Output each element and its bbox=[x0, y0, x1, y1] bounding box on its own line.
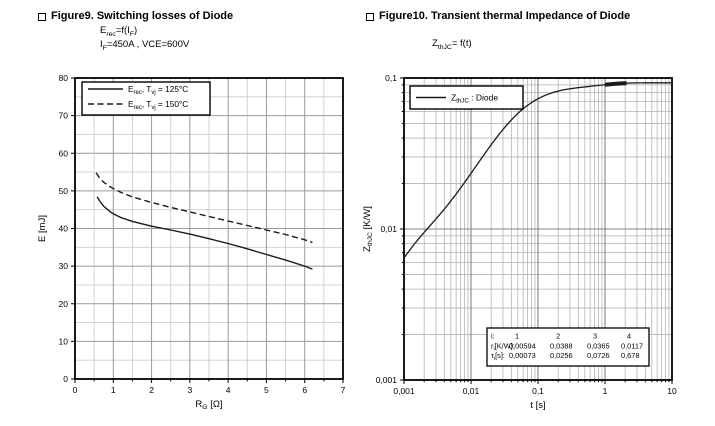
svg-text:3: 3 bbox=[187, 385, 192, 395]
svg-text:4: 4 bbox=[627, 332, 631, 341]
svg-text:0,00594: 0,00594 bbox=[509, 342, 536, 351]
svg-text:0,0117: 0,0117 bbox=[621, 342, 643, 351]
svg-text:i:: i: bbox=[491, 332, 495, 341]
foster-parameter-table: i: 1 2 3 4 ri[K/W]:0,00594 0,0388 0,0365 0,0117 τ… bbox=[486, 327, 650, 367]
svg-text:0,01: 0,01 bbox=[380, 224, 397, 234]
svg-text:0,001: 0,001 bbox=[393, 386, 415, 396]
svg-text:0: 0 bbox=[73, 385, 78, 395]
series-line-0 bbox=[96, 196, 313, 270]
svg-text:0,01: 0,01 bbox=[463, 386, 480, 396]
zth-curve-bold-segment bbox=[604, 81, 627, 87]
svg-text:1: 1 bbox=[111, 385, 116, 395]
svg-text:3: 3 bbox=[593, 332, 597, 341]
y-axis-label: ZthJC [K/W] bbox=[362, 206, 374, 252]
figure10-title-row: Figure10. Transient thermal Impedance of… bbox=[366, 10, 630, 23]
svg-text:τi[s]:: τi[s]: bbox=[491, 351, 505, 362]
svg-text:50: 50 bbox=[59, 186, 69, 196]
svg-text:0: 0 bbox=[63, 374, 68, 384]
svg-text:0,0256: 0,0256 bbox=[550, 351, 573, 360]
square-bullet-icon bbox=[38, 13, 46, 21]
figure10-thermal-impedance-chart: 0,001 0,01 0,1 1 10 0,1 0,01 0,001 t [s] ZthJC [K… bbox=[362, 73, 677, 411]
x-axis-label: t [s] bbox=[530, 400, 545, 411]
y-axis-label: E [mJ] bbox=[37, 215, 48, 242]
svg-text:0,0365: 0,0365 bbox=[587, 342, 610, 351]
figure9-title-row: Figure9. Switching losses of Diode bbox=[38, 10, 233, 23]
svg-text:6: 6 bbox=[302, 385, 307, 395]
svg-text:ri[K/W]:: ri[K/W]: bbox=[491, 342, 515, 353]
svg-text:80: 80 bbox=[59, 73, 69, 83]
tick-labels: 0,001 0,01 0,1 1 10 0,1 0,01 0,001 bbox=[376, 73, 677, 396]
svg-text:0,00073: 0,00073 bbox=[509, 351, 536, 360]
svg-text:1: 1 bbox=[515, 332, 519, 341]
svg-text:60: 60 bbox=[59, 148, 69, 158]
legend: ZthJC : Diode bbox=[409, 85, 524, 110]
svg-text:20: 20 bbox=[59, 299, 69, 309]
legend-entry-1: Erec, Tvj = 150°C bbox=[128, 99, 188, 111]
svg-text:0,1: 0,1 bbox=[385, 73, 397, 83]
svg-text:40: 40 bbox=[59, 224, 69, 234]
svg-text:7: 7 bbox=[341, 385, 346, 395]
figure9-title: Figure9. Switching losses of Diode bbox=[51, 10, 234, 22]
svg-text:0,0388: 0,0388 bbox=[550, 342, 573, 351]
legend-entry-0: Erec, Tvj = 125°C bbox=[128, 84, 188, 96]
grid bbox=[75, 78, 343, 379]
svg-text:10: 10 bbox=[59, 336, 69, 346]
legend-entry-0: ZthJC : Diode bbox=[451, 93, 498, 105]
figure9-subtitle-2: IF=450A , VCE=600V bbox=[100, 39, 190, 52]
svg-text:70: 70 bbox=[59, 111, 69, 121]
svg-text:10: 10 bbox=[667, 386, 677, 396]
svg-text:0,0726: 0,0726 bbox=[587, 351, 610, 360]
square-bullet-icon bbox=[366, 13, 374, 21]
svg-text:30: 30 bbox=[59, 261, 69, 271]
legend: Erec, Tvj = 125°C Erec, Tvj = 150°C bbox=[81, 81, 211, 116]
figure10-subtitle-1: ZthJC= f(t) bbox=[432, 38, 472, 51]
svg-text:2: 2 bbox=[556, 332, 560, 341]
svg-text:5: 5 bbox=[264, 385, 269, 395]
figure9-subtitle-1: Erec=f(IF) bbox=[100, 25, 138, 38]
svg-text:0,001: 0,001 bbox=[376, 375, 398, 385]
svg-text:0,678: 0,678 bbox=[621, 351, 640, 360]
x-axis-label: RG [Ω] bbox=[195, 399, 222, 411]
svg-text:1: 1 bbox=[603, 386, 608, 396]
svg-text:4: 4 bbox=[226, 385, 231, 395]
figure10-title: Figure10. Transient thermal Impedance of… bbox=[379, 10, 631, 22]
svg-text:0,1: 0,1 bbox=[532, 386, 544, 396]
series-line-1 bbox=[95, 172, 313, 244]
axis-ticks bbox=[400, 77, 673, 384]
zth-curve bbox=[403, 82, 672, 259]
svg-text:2: 2 bbox=[149, 385, 154, 395]
axis-ticks bbox=[71, 77, 344, 383]
